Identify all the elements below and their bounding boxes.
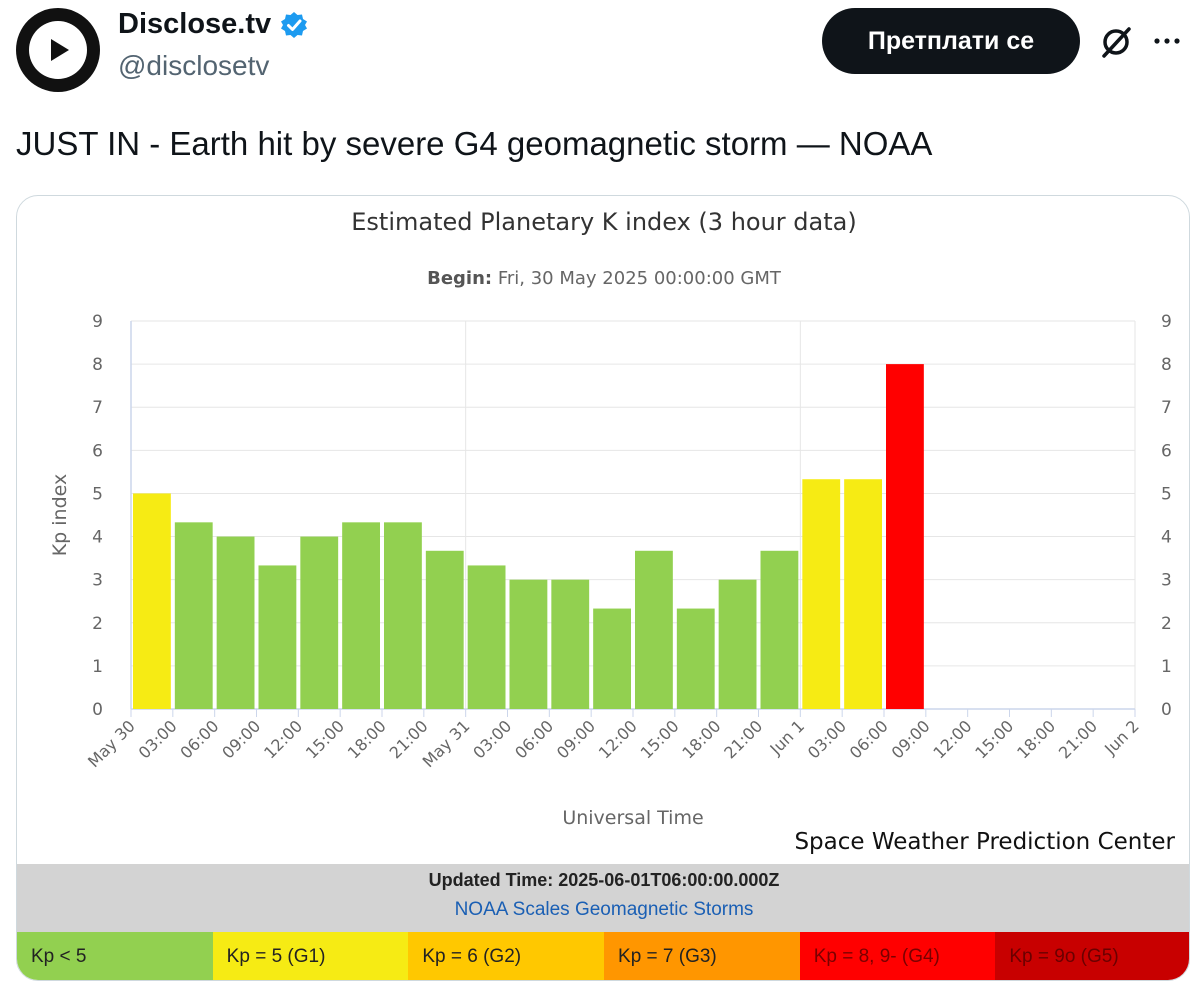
avatar[interactable]	[16, 8, 100, 92]
x-tick-label: 18:00	[678, 716, 724, 762]
grok-icon[interactable]	[1098, 24, 1134, 60]
y-tick-label-right: 6	[1161, 441, 1172, 461]
kp-bar	[133, 493, 171, 709]
y-tick-label-left: 0	[92, 700, 103, 720]
y-tick-label-right: 7	[1161, 398, 1172, 418]
x-tick-label: 06:00	[511, 716, 557, 762]
verified-badge-icon	[279, 10, 309, 40]
kp-bar	[802, 479, 841, 709]
y-tick-label-left: 7	[92, 398, 103, 418]
y-tick-label-right: 2	[1161, 614, 1172, 634]
kp-legend: Kp < 5 Kp = 5 (G1) Kp = 6 (G2) Kp = 7 (G3) K…	[17, 932, 1189, 980]
kp-bar	[718, 579, 757, 709]
y-tick-label-left: 5	[92, 484, 103, 504]
x-tick-label: Jun 2	[1100, 716, 1143, 759]
legend-item: Kp = 9o (G5)	[995, 932, 1189, 980]
legend-item: Kp = 6 (G2)	[408, 932, 605, 980]
x-axis-title: Universal Time	[562, 807, 703, 829]
x-tick-label: 03:00	[469, 716, 515, 762]
legend-item: Kp = 8, 9- (G4)	[799, 932, 996, 980]
x-tick-label: 15:00	[971, 716, 1017, 762]
chart-title: Estimated Planetary K index (3 hour data…	[351, 208, 857, 236]
tweet-text: JUST IN - Earth hit by severe G4 geomagn…	[16, 125, 933, 162]
more-icon[interactable]	[1150, 24, 1184, 58]
x-tick-label: 09:00	[553, 716, 599, 762]
y-tick-label-left: 3	[92, 571, 103, 591]
x-tick-label: 12:00	[260, 716, 306, 762]
y-tick-label-left: 9	[92, 312, 103, 332]
kp-bar	[174, 522, 213, 709]
y-tick-label-right: 9	[1161, 312, 1172, 332]
y-tick-label-left: 8	[92, 355, 103, 375]
x-tick-label: 18:00	[344, 716, 390, 762]
x-tick-label: 06:00	[176, 716, 222, 762]
kp-bar	[258, 565, 297, 709]
x-tick-label: May 31	[419, 716, 474, 771]
x-tick-label: 12:00	[595, 716, 641, 762]
kp-bar	[886, 364, 924, 709]
kp-bar	[760, 550, 799, 709]
y-tick-label-left: 6	[92, 441, 103, 461]
chart-footer: Updated Time: 2025-06-01T06:00:00.000Z N…	[17, 864, 1189, 932]
kp-bar	[384, 522, 422, 709]
x-tick-label: 18:00	[1013, 716, 1059, 762]
kp-bar	[676, 608, 715, 709]
x-tick-label: 21:00	[720, 716, 766, 762]
chart-credit: Space Weather Prediction Center	[794, 829, 1175, 855]
x-tick-label: 03:00	[804, 716, 850, 762]
chart-subtitle: Begin: Fri, 30 May 2025 00:00:00 GMT	[17, 268, 1189, 289]
noaa-scales-link[interactable]: NOAA Scales Geomagnetic Storms	[454, 899, 754, 920]
chart-card[interactable]: Estimated Planetary K index (3 hour data…	[16, 195, 1190, 981]
x-tick-label: 09:00	[888, 716, 934, 762]
y-tick-label-right: 4	[1161, 528, 1172, 548]
y-tick-label-left: 2	[92, 614, 103, 634]
legend-item: Kp = 7 (G3)	[604, 932, 800, 980]
kp-bar	[425, 550, 464, 709]
kp-bar	[509, 579, 548, 709]
subscribe-button[interactable]: Претплати се	[822, 8, 1080, 74]
kp-bar	[593, 608, 631, 709]
y-tick-label-left: 4	[92, 528, 103, 548]
author-name[interactable]: Disclose.tv	[118, 8, 272, 40]
x-tick-label: May 30	[84, 716, 139, 771]
subtitle-value: Fri, 30 May 2025 00:00:00 GMT	[497, 268, 781, 289]
kp-bar	[551, 579, 590, 709]
author-handle[interactable]: @disclosetv	[118, 50, 270, 81]
kp-bar	[300, 536, 339, 709]
legend-item: Kp < 5	[17, 932, 213, 980]
play-logo-icon	[29, 21, 87, 79]
y-tick-label-left: 1	[92, 657, 103, 677]
kp-bar	[467, 565, 506, 709]
x-tick-label: Jun 1	[766, 716, 809, 759]
subtitle-label: Begin:	[427, 268, 493, 289]
y-tick-label-right: 5	[1161, 484, 1172, 504]
x-tick-label: 15:00	[302, 716, 348, 762]
x-tick-label: 09:00	[218, 716, 264, 762]
kp-bar	[844, 479, 882, 709]
legend-item: Kp = 5 (G1)	[212, 932, 409, 980]
y-axis-title: Kp index	[49, 474, 71, 557]
y-tick-label-right: 3	[1161, 571, 1172, 591]
kp-bar	[216, 536, 255, 709]
y-tick-label-right: 1	[1161, 657, 1172, 677]
x-tick-label: 03:00	[135, 716, 181, 762]
updated-time: Updated Time: 2025-06-01T06:00:00.000Z	[428, 870, 780, 890]
x-tick-label: 21:00	[1055, 716, 1101, 762]
y-tick-label-right: 8	[1161, 355, 1172, 375]
x-tick-label: 06:00	[846, 716, 892, 762]
kp-bar	[635, 550, 673, 709]
author-name-row[interactable]: Disclose.tv	[118, 8, 309, 41]
kp-bar	[342, 522, 380, 709]
y-tick-label-right: 0	[1161, 700, 1172, 720]
x-tick-label: 15:00	[637, 716, 683, 762]
x-tick-label: 12:00	[929, 716, 975, 762]
